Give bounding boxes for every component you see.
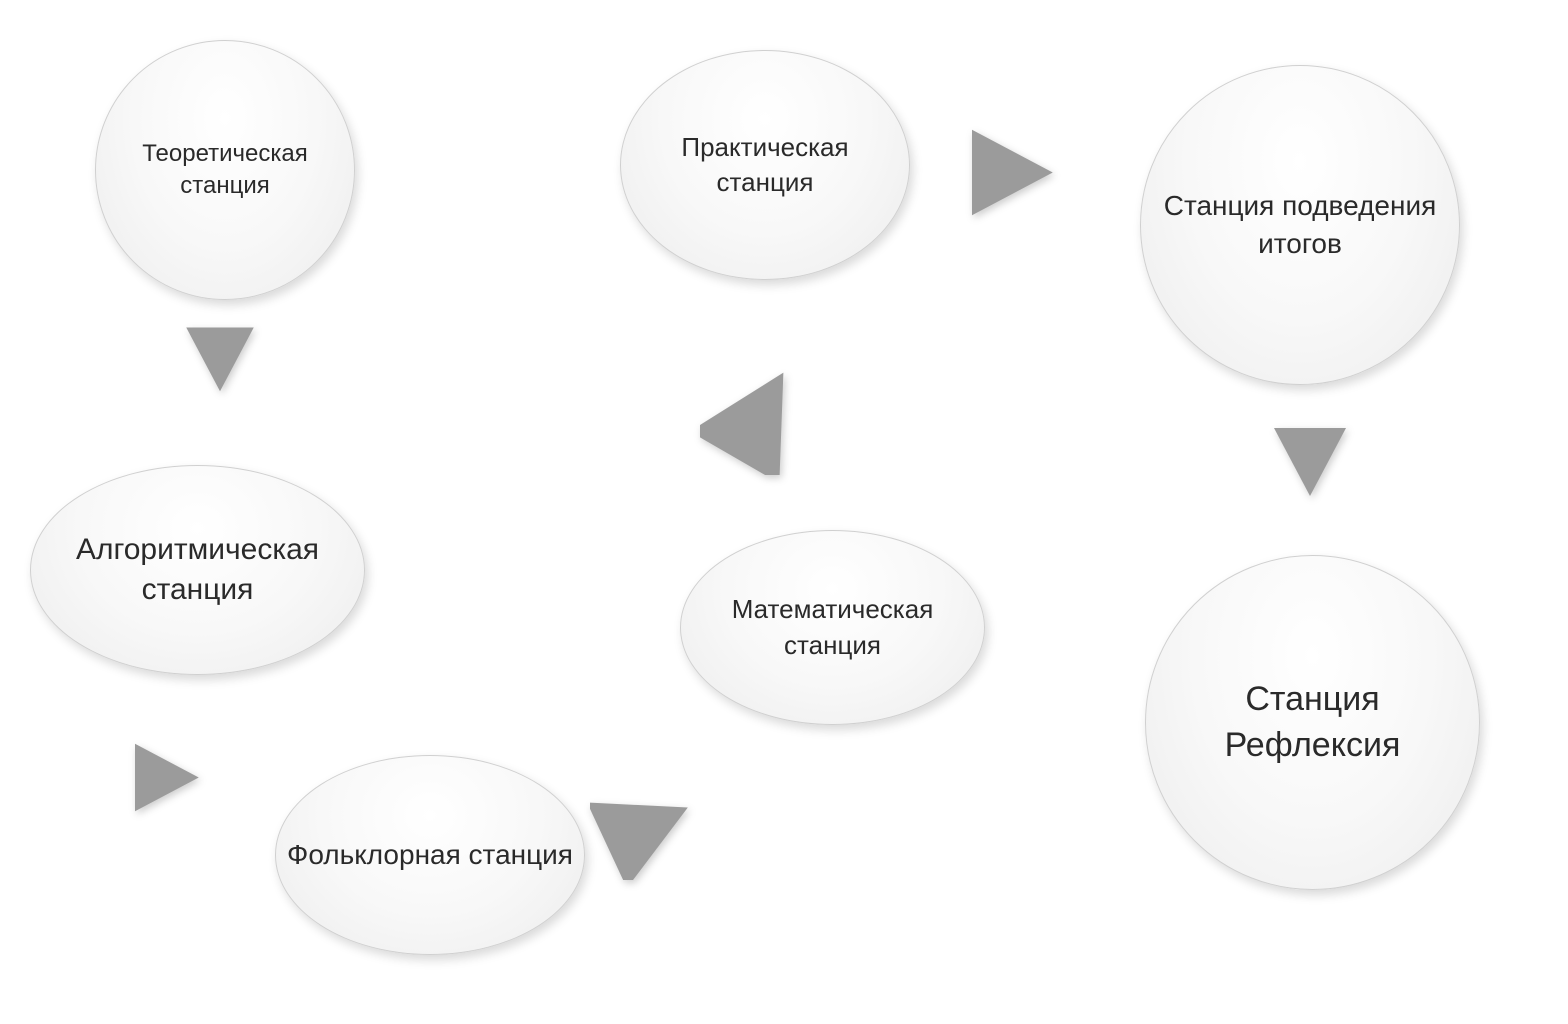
node-math: Математическая станция xyxy=(680,530,985,725)
node-results: Станция подведения итогов xyxy=(1140,65,1460,385)
arrow-triangle-icon xyxy=(1260,420,1360,500)
arrow-arr4 xyxy=(700,360,815,475)
node-label-theoretical: Теоретическая станция xyxy=(106,138,344,203)
arrow-triangle-icon xyxy=(700,360,815,475)
node-label-practical: Практическая станция xyxy=(631,130,899,200)
node-reflection: Станция Рефлексия xyxy=(1145,555,1480,890)
node-theoretical: Теоретическая станция xyxy=(95,40,355,300)
arrow-arr2 xyxy=(125,740,205,815)
node-label-algorithmic: Алгоритмическая станция xyxy=(41,530,354,611)
arrow-triangle-icon xyxy=(175,320,265,395)
node-label-folklore: Фольклорная станция xyxy=(287,836,573,874)
node-label-reflection: Станция Рефлексия xyxy=(1156,677,1469,769)
arrow-triangle-icon xyxy=(590,775,700,880)
arrow-arr5 xyxy=(960,125,1060,220)
arrow-arr6 xyxy=(1260,420,1360,500)
node-algorithmic: Алгоритмическая станция xyxy=(30,465,365,675)
arrow-arr3 xyxy=(590,775,700,880)
arrow-triangle-icon xyxy=(960,125,1060,220)
node-label-results: Станция подведения итогов xyxy=(1151,187,1449,263)
arrow-triangle-icon xyxy=(125,740,205,815)
node-label-math: Математическая станция xyxy=(691,592,974,662)
node-practical: Практическая станция xyxy=(620,50,910,280)
arrow-arr1 xyxy=(175,320,265,395)
node-folklore: Фольклорная станция xyxy=(275,755,585,955)
